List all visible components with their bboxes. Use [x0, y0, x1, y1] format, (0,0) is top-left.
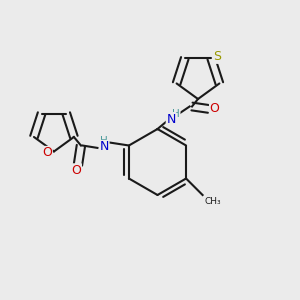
Text: S: S: [213, 50, 221, 63]
Text: N: N: [100, 140, 109, 154]
Text: H: H: [100, 136, 108, 146]
Text: O: O: [42, 146, 52, 160]
Text: O: O: [71, 164, 81, 177]
Text: CH₃: CH₃: [204, 197, 221, 206]
Text: H: H: [172, 109, 180, 119]
Text: O: O: [210, 102, 219, 116]
Text: N: N: [166, 112, 176, 126]
